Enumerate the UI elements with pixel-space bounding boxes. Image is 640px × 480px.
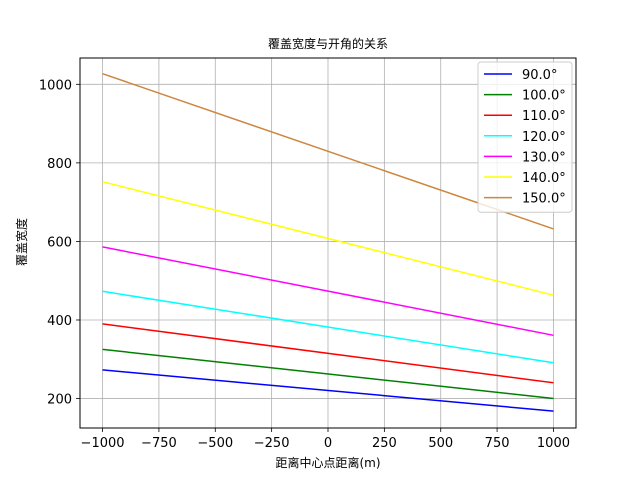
legend: 90.0° 100.0° 110.0° 120.0° 130.0° 140.0° 150.0… [477, 61, 573, 213]
y-tick-label: 800 [47, 157, 72, 172]
y-tick-label: 200 [47, 393, 72, 408]
series-line-4 [102, 246, 554, 337]
x-tick-label: 0 [324, 436, 332, 451]
x-tick-label: 500 [428, 436, 453, 451]
legend-label: 130.0° [522, 150, 566, 165]
x-tick-label: 1000 [537, 436, 570, 451]
x-tick-label: −250 [254, 436, 290, 451]
y-axis-label: 覆盖宽度 [14, 218, 29, 266]
series-lines [102, 72, 554, 412]
legend-label: 140.0° [522, 171, 566, 186]
series-line-2 [102, 323, 554, 384]
series-line-5 [102, 180, 554, 296]
x-tick-label: −500 [197, 436, 233, 451]
legend-label: 90.0° [522, 68, 557, 83]
x-tick-label: −1000 [81, 436, 125, 451]
legend-label: 100.0° [522, 89, 566, 104]
legend-label: 110.0° [522, 109, 566, 124]
y-tick-label: 400 [47, 314, 72, 329]
series-line-3 [102, 290, 554, 364]
series-line-1 [102, 348, 554, 400]
legend-box [477, 61, 573, 213]
legend-label: 120.0° [522, 130, 566, 145]
x-tick-label: 250 [372, 436, 397, 451]
series-line-0 [102, 369, 554, 412]
y-tick-label: 1000 [39, 78, 72, 93]
x-tick-label: 750 [485, 436, 510, 451]
legend-label: 150.0° [522, 192, 566, 207]
x-axis-label: 距离中心点距离(m) [275, 455, 380, 470]
chart-title: 覆盖宽度与开角的关系 [268, 36, 388, 51]
axis-ticks: −1000 −750 −500 −250 0 250 500 750 1000 200 400 600… [39, 78, 570, 451]
x-tick-label: −750 [141, 436, 177, 451]
y-tick-label: 600 [47, 235, 72, 250]
